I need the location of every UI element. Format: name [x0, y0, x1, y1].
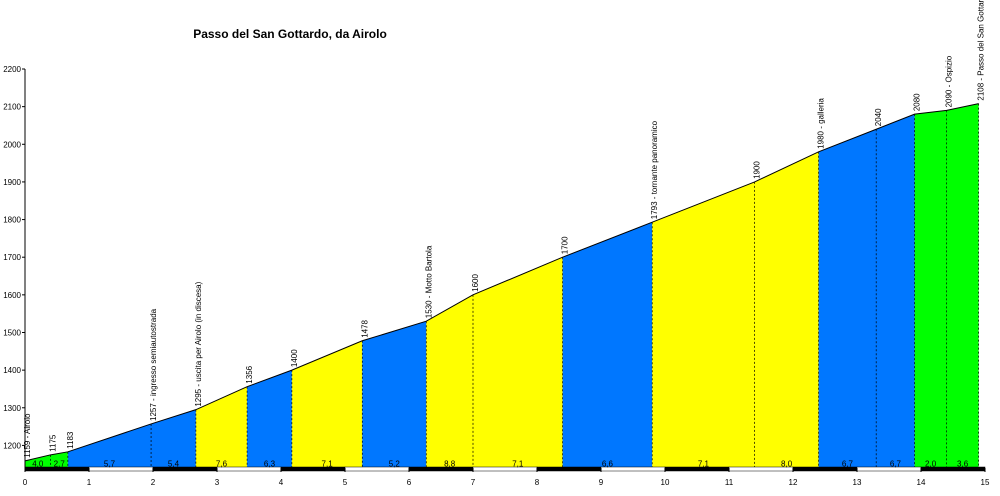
annotation-label-6: 1400: [290, 349, 299, 367]
x-tick-label: 4: [279, 478, 284, 487]
x-tick-label: 11: [725, 478, 734, 487]
annotation-label-12: 1900: [753, 161, 762, 179]
fill-segment-5: [362, 321, 427, 468]
x-tick-label: 9: [599, 478, 604, 487]
annotation-label-7: 1478: [360, 319, 369, 337]
x-tick-label: 3: [215, 478, 220, 487]
x-tick-label: 1: [87, 478, 92, 487]
axes: [24, 69, 986, 472]
gradient-label-3: 5,4: [168, 460, 180, 469]
gradient-label-9: 7,1: [512, 460, 524, 469]
gradient-label-15: 2,0: [925, 460, 937, 469]
x-tick-label: 2: [151, 478, 156, 487]
annotation-label-15: 2080: [913, 93, 922, 111]
gradient-label-0: 4,0: [32, 460, 44, 469]
gradient-label-12: 8,0: [781, 460, 793, 469]
gradient-label-5: 6,3: [264, 460, 276, 469]
gradient-label-6: 7,1: [322, 460, 334, 469]
y-tick-label: 1900: [3, 178, 21, 187]
x-tick-label: 10: [661, 478, 670, 487]
y-tick-label: 1800: [3, 216, 21, 225]
x-tick-label: 6: [407, 478, 412, 487]
fill-segment-1: [67, 409, 196, 468]
gradient-label-7: 5,2: [389, 460, 401, 469]
km-band-2: [152, 466, 218, 472]
x-tick-label: 7: [471, 478, 476, 487]
annotation-label-9: 1600: [471, 274, 480, 292]
km-band-8: [536, 466, 602, 472]
x-tick-label: 14: [917, 478, 926, 487]
fill-segment-8: [652, 151, 819, 468]
gradient-label-1: 2,7: [54, 460, 66, 469]
fill-segment-9: [818, 114, 915, 469]
y-tick-label: 1500: [3, 328, 21, 337]
y-tick-label: 1300: [3, 404, 21, 413]
profile-outline: [24, 103, 979, 462]
chart-title: Passo del San Gottardo, da Airolo: [193, 27, 387, 41]
annotation-label-3: 1257 - ingresso semiautostrada: [149, 308, 158, 421]
annotation-label-13: 1980 - galleria: [817, 98, 826, 149]
annotation-label-11: 1793 - tornante panoramico: [650, 120, 659, 219]
y-tick-label: 1600: [3, 291, 21, 300]
x-tick-label: 8: [535, 478, 540, 487]
y-tick-label: 2000: [3, 140, 21, 149]
annotation-label-10: 1700: [561, 236, 570, 254]
gradient-label-4: 7,6: [216, 460, 228, 469]
tick-labels: 1200130014001500160017001800190020002100…: [3, 65, 990, 487]
point-annotations: 1159 - Airolo 1175 1183 1257 - ingresso sem…: [23, 0, 986, 458]
annotation-label-17: 2108 - Passo del San Gottardo: [977, 0, 986, 101]
fill-segment-7: [562, 222, 653, 468]
annotation-label-1: 1175: [49, 434, 58, 452]
fill-segment-10: [914, 103, 979, 468]
km-band-7: [472, 466, 538, 472]
annotation-label-0: 1159 - Airolo: [23, 413, 32, 458]
annotation-label-14: 2040: [874, 108, 883, 126]
annotation-label-8: 1530 - Motto Bartola: [424, 245, 433, 318]
gradient-label-10: 6,6: [602, 460, 614, 469]
y-tick-label: 1200: [3, 441, 21, 450]
gradient-label-11: 7,1: [698, 460, 710, 469]
annotation-label-5: 1356: [245, 365, 254, 383]
y-tick-label: 2200: [3, 65, 21, 74]
fill-segment-3: [247, 370, 292, 468]
km-band-4: [280, 466, 346, 472]
gradient-labels: 4,0 2,7 5,7 5,4 7,6 6,3 7,1 5,2 8,8 7,1 6,6 7,1 8,0 6…: [32, 460, 968, 469]
km-band-1: [88, 466, 154, 472]
x-tick-label: 0: [23, 478, 28, 487]
x-tick-label: 5: [343, 478, 348, 487]
segment-dividers: [24, 103, 979, 468]
y-tick-label: 1400: [3, 366, 21, 375]
fill-segment-6: [426, 257, 563, 468]
annotation-label-2: 1183: [66, 431, 75, 449]
fill-segment-0: [25, 451, 68, 468]
gradient-label-8: 8,8: [444, 460, 456, 469]
gradient-label-14: 6,7: [890, 460, 902, 469]
fill-segment-2: [195, 386, 248, 468]
gradient-label-13: 6,7: [842, 460, 854, 469]
fill-segment-4: [291, 340, 363, 468]
x-tick-label: 12: [789, 478, 798, 487]
annotation-label-4: 1295 - uscita per Airolo (in discesa): [194, 281, 203, 406]
gradient-label-2: 5,7: [104, 460, 116, 469]
annotation-label-16: 2090 - Ospizio: [945, 55, 954, 107]
gradient-label-16: 3,6: [957, 460, 969, 469]
y-tick-label: 2100: [3, 103, 21, 112]
y-tick-label: 1700: [3, 253, 21, 262]
x-tick-label: 15: [981, 478, 990, 487]
x-tick-label: 13: [853, 478, 862, 487]
km-band-6: [408, 466, 474, 472]
gradient-fill-areas: [25, 103, 979, 469]
profile-line: [24, 103, 979, 462]
